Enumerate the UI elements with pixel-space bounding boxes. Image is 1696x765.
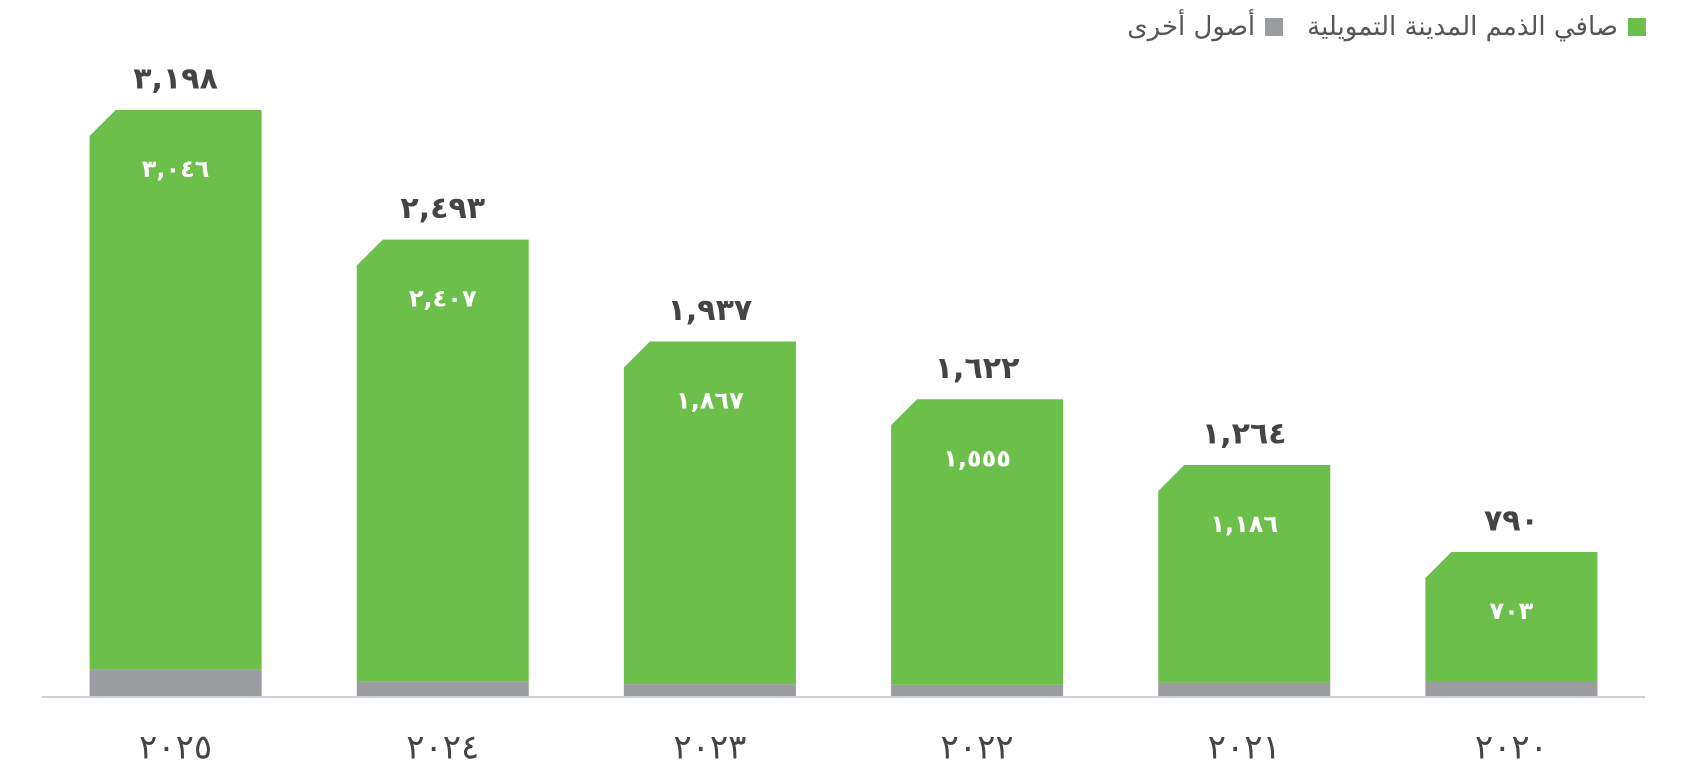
bar-segment <box>1158 682 1331 697</box>
total-label: ٢,٤٩٣ <box>400 191 485 226</box>
x-tick-label: ٢٠٢٣ <box>673 728 746 765</box>
bar-segment <box>623 684 796 697</box>
bar-segment <box>89 669 262 697</box>
bar-segment <box>356 239 529 682</box>
bar-segment <box>89 110 262 670</box>
value-label: ٣,٠٤٦ <box>142 155 210 183</box>
bar-segment <box>1425 681 1598 697</box>
value-label: ٧٠٣ <box>1489 597 1533 625</box>
bar-segment <box>623 341 796 685</box>
x-tick-label: ٢٠٢٥ <box>139 728 212 765</box>
bar-segment <box>1158 464 1331 683</box>
value-label: ٢,٤٠٧ <box>409 285 477 313</box>
x-tick-label: ٢٠٢٢ <box>941 728 1014 765</box>
legend-label: صافي الذمم المدينة التمويلية <box>1307 12 1618 42</box>
legend-label: أصول أخرى <box>1127 12 1256 42</box>
legend: صافي الذمم المدينة التمويلية أصول أخرى <box>1127 12 1646 42</box>
x-tick-label: ٢٠٢١ <box>1208 728 1281 765</box>
total-label: ٣,١٩٨ <box>133 62 218 97</box>
legend-swatch <box>1265 18 1284 36</box>
value-label: ١,١٨٦ <box>1210 510 1278 538</box>
value-label: ١,٨٦٧ <box>676 386 744 414</box>
bar-segment <box>891 399 1064 685</box>
bar-segment <box>891 684 1064 697</box>
x-tick-label: ٢٠٢٠ <box>1475 728 1548 765</box>
bar-segment <box>356 681 529 697</box>
total-label: ١,٦٢٢ <box>935 351 1020 386</box>
total-label: ١,٩٣٧ <box>668 293 753 328</box>
total-label: ١,٢٦٤ <box>1202 416 1287 451</box>
total-label: ٧٩٠ <box>1484 503 1539 538</box>
x-tick-label: ٢٠٢٤ <box>406 728 479 765</box>
value-label: ١,٥٥٥ <box>943 444 1011 472</box>
bar-segment <box>1425 551 1598 682</box>
legend-swatch <box>1628 18 1646 36</box>
